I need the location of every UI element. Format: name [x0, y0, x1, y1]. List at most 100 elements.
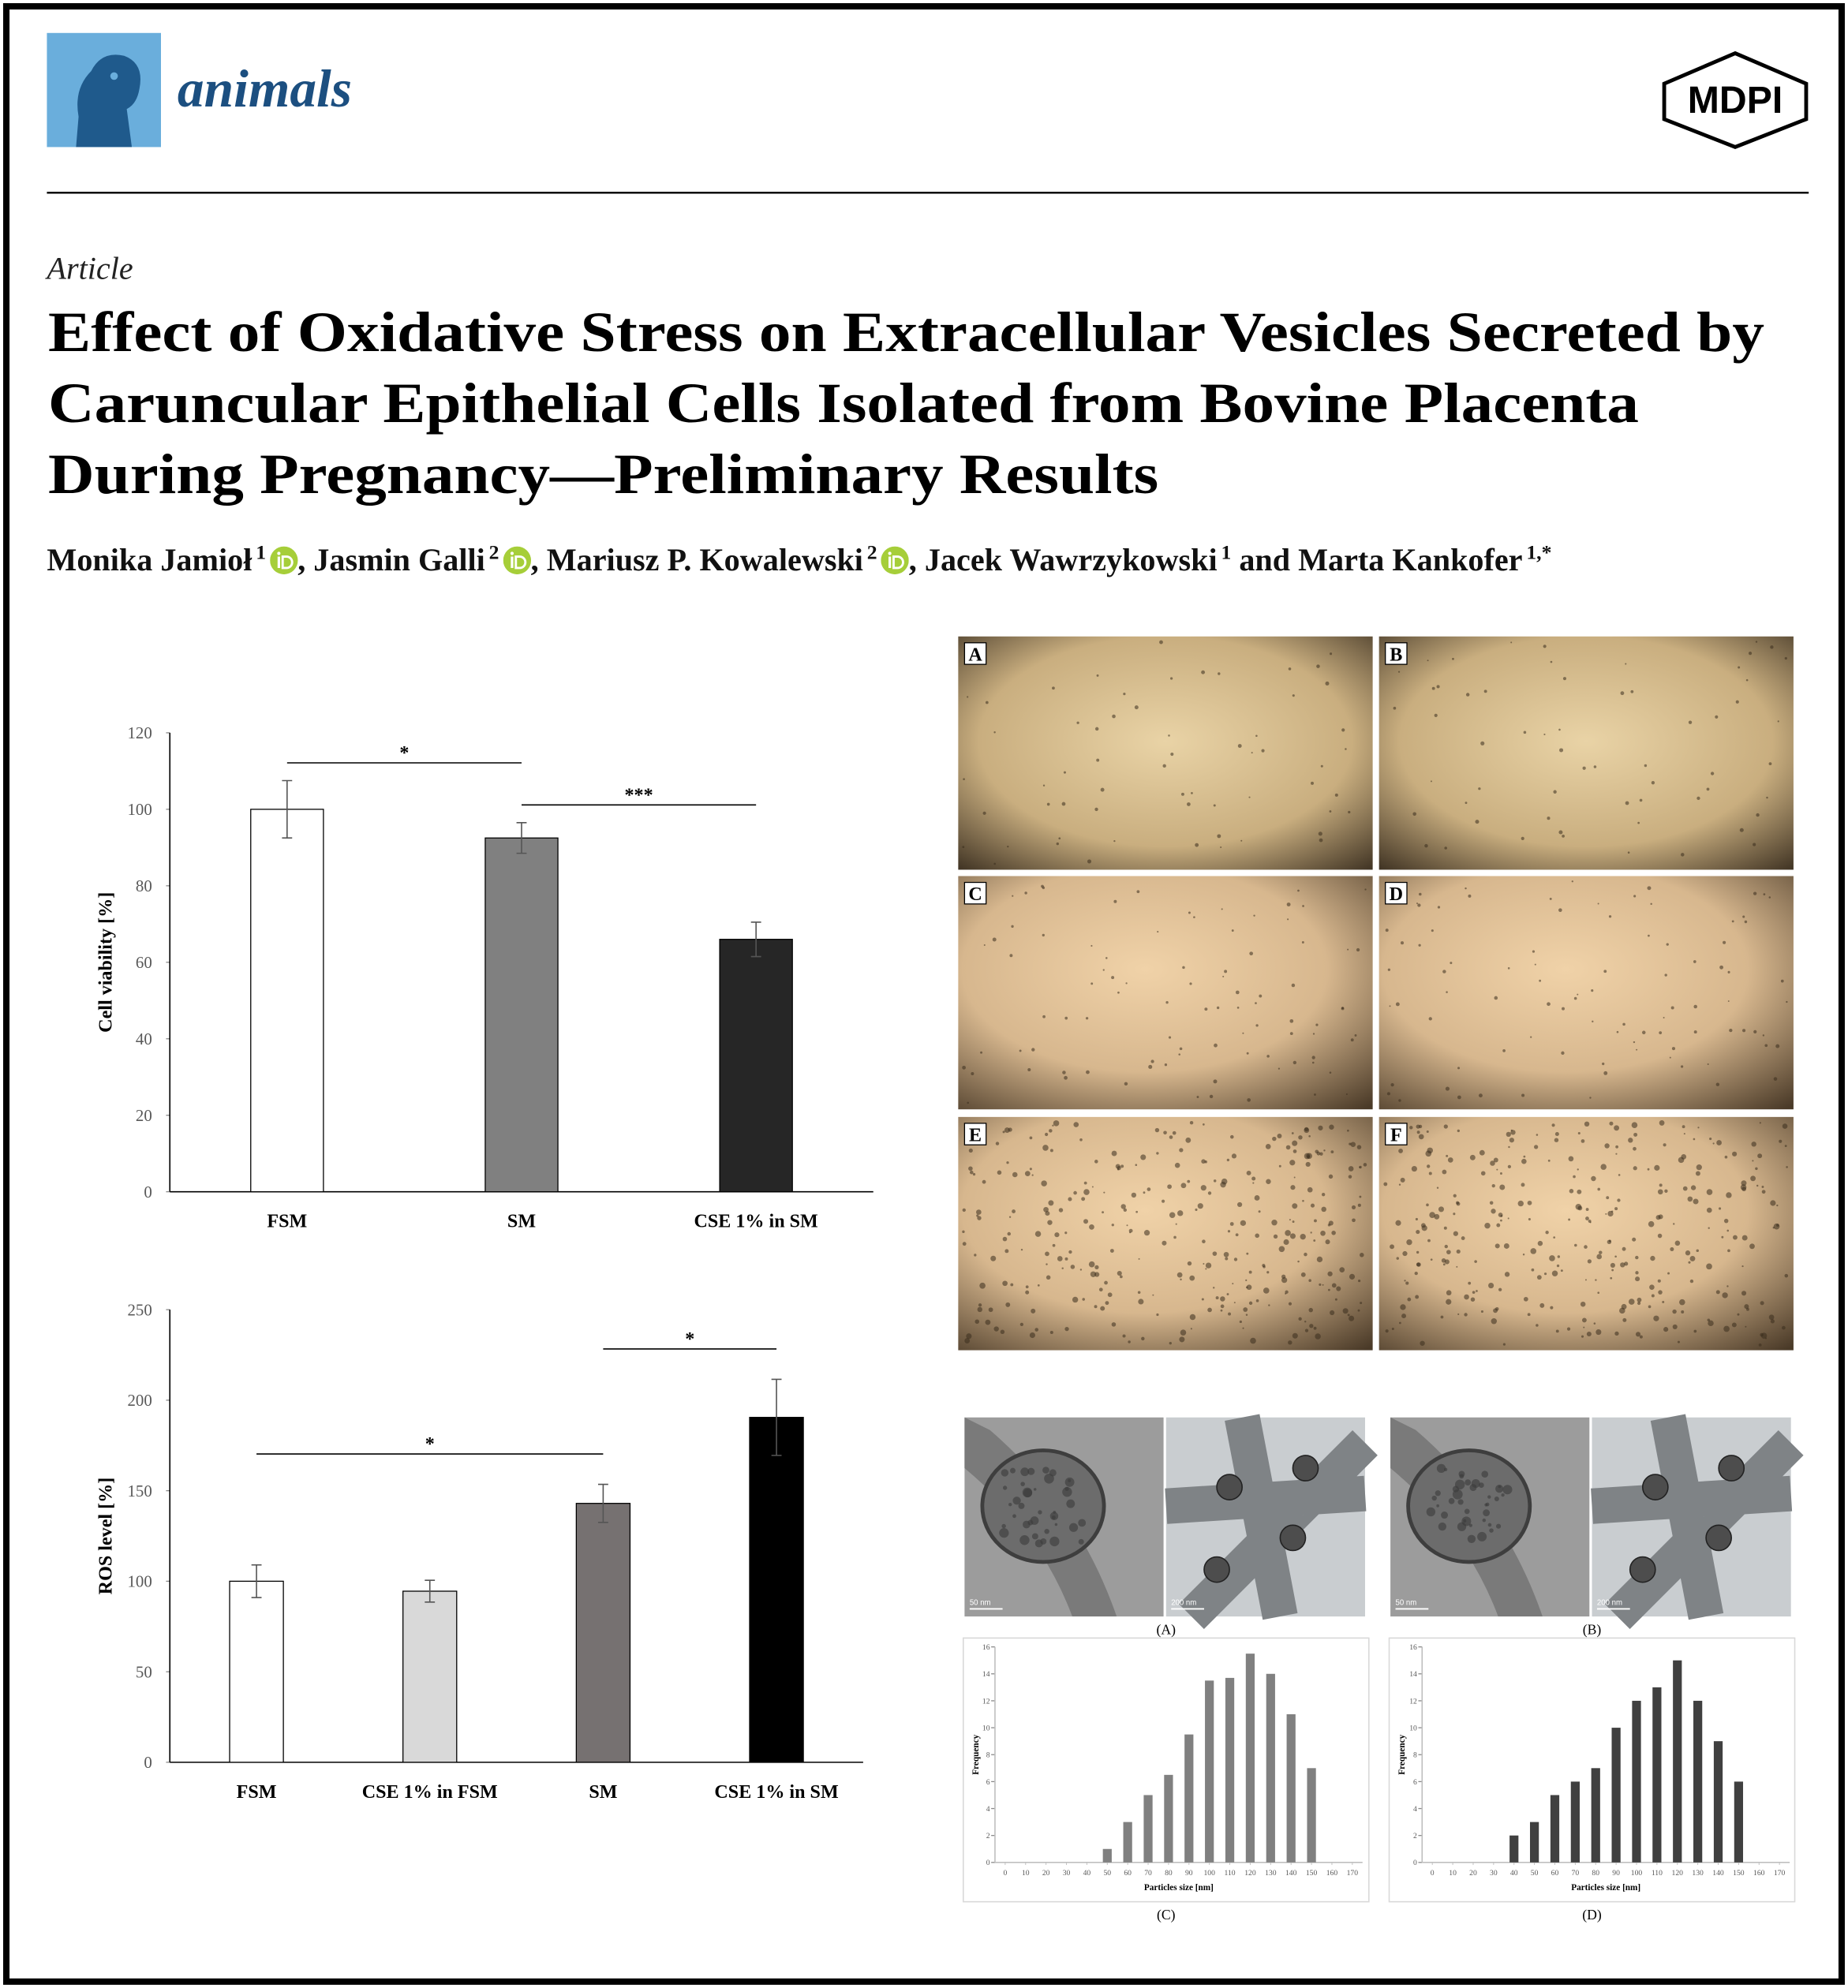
cell-speck	[1434, 1213, 1440, 1220]
x-tick-label: 100	[1631, 1869, 1643, 1878]
cell-speck	[1723, 1218, 1729, 1224]
cell-speck	[1595, 1329, 1602, 1336]
cell-speck	[1480, 1171, 1486, 1176]
cell-speck	[1635, 1332, 1641, 1337]
y-tick-label: 6	[986, 1778, 990, 1787]
cell-speck	[1622, 1317, 1627, 1322]
cell-speck	[1639, 798, 1643, 802]
cell-speck	[1651, 781, 1655, 785]
cell-speck	[1453, 1213, 1456, 1216]
cell-speck	[1633, 895, 1637, 898]
cell-speck	[1031, 1048, 1035, 1052]
cell-speck	[1064, 1075, 1068, 1080]
cell-speck	[1058, 1208, 1064, 1213]
cell-speck	[1559, 748, 1564, 753]
cell-speck	[1213, 1287, 1215, 1289]
cell-speck	[967, 696, 969, 698]
cell-speck	[1203, 1263, 1205, 1265]
cell-speck	[1291, 983, 1296, 988]
cell-speck	[1250, 1337, 1256, 1344]
panel-label-box	[963, 1123, 987, 1145]
tem-texture	[1078, 1519, 1087, 1527]
cell-speck	[1537, 1240, 1543, 1246]
cell-speck	[1536, 1275, 1542, 1280]
cell-speck	[1314, 1093, 1316, 1096]
bar	[1611, 1728, 1621, 1863]
cell-speck	[1456, 1249, 1461, 1254]
cell-speck	[1416, 1250, 1420, 1254]
cell-speck	[1416, 1124, 1420, 1129]
cell-speck	[966, 1333, 972, 1340]
cell-speck	[1318, 1125, 1323, 1130]
cell-speck	[1406, 1239, 1412, 1246]
x-tick-label: 110	[1652, 1869, 1663, 1878]
cell-speck	[1551, 1123, 1555, 1127]
cell-speck	[1695, 1171, 1700, 1176]
x-tick-label: 60	[1551, 1869, 1559, 1878]
bar	[1673, 1660, 1682, 1863]
cell-speck	[1278, 1246, 1285, 1253]
cell-speck	[1070, 1265, 1076, 1269]
tem-texture	[1019, 1535, 1030, 1545]
cell-speck	[1503, 1243, 1509, 1249]
cell-speck	[1554, 1138, 1559, 1142]
cell-speck	[1348, 810, 1351, 814]
cell-speck	[1496, 1223, 1501, 1228]
cell-speck	[1226, 1293, 1229, 1295]
cell-speck	[1024, 891, 1027, 895]
cell-speck	[1753, 843, 1756, 846]
cell-speck	[1094, 1265, 1099, 1270]
cell-speck	[1521, 836, 1524, 840]
cell-speck	[1138, 1257, 1140, 1260]
cell-speck	[1068, 1197, 1072, 1201]
cell-speck	[1653, 1315, 1659, 1321]
cell-speck	[1662, 1300, 1665, 1303]
cell-speck	[1682, 1125, 1685, 1129]
cell-speck	[1172, 1130, 1177, 1135]
cell-speck	[1202, 1239, 1206, 1244]
cell-speck	[1213, 804, 1216, 807]
cell-speck	[1549, 897, 1552, 900]
cell-speck	[1049, 1330, 1053, 1334]
cell-speck	[1608, 1239, 1611, 1242]
cell-speck	[1464, 1294, 1469, 1300]
cell-speck	[1635, 1271, 1639, 1275]
cell-speck	[1289, 1018, 1294, 1023]
cell-speck	[1444, 846, 1447, 850]
panel-label-box	[1385, 1123, 1408, 1145]
cell-speck	[1339, 1267, 1345, 1272]
cell-speck	[1347, 1129, 1349, 1132]
tem-vesicle	[1718, 1455, 1745, 1482]
cell-speck	[1625, 663, 1627, 665]
cell-speck	[1425, 1150, 1432, 1157]
cell-speck	[1292, 1203, 1298, 1209]
cell-speck	[1636, 1048, 1638, 1051]
cell-speck	[1201, 1298, 1204, 1301]
cell-speck	[977, 1216, 982, 1220]
cell-speck	[1551, 1270, 1558, 1276]
cell-speck	[1169, 1212, 1176, 1219]
cell-speck	[1123, 692, 1126, 696]
y-tick-label: 150	[127, 1482, 152, 1500]
cell-speck	[1156, 1152, 1159, 1155]
cell-speck	[1404, 1280, 1406, 1282]
cell-speck	[1356, 947, 1360, 952]
tem-texture	[1487, 1523, 1492, 1527]
cell-speck	[1123, 1208, 1128, 1213]
cell-speck	[1453, 1194, 1457, 1198]
cell-speck	[967, 1101, 970, 1104]
cell-speck	[1319, 1152, 1323, 1156]
cell-speck	[1177, 1210, 1184, 1216]
cell-speck	[1430, 1258, 1433, 1261]
cell-speck	[1558, 728, 1561, 731]
cell-speck	[1768, 762, 1772, 766]
tem-texture	[1452, 1489, 1463, 1500]
tem-vesicle	[980, 1448, 1106, 1564]
cell-speck	[1002, 1130, 1005, 1134]
cell-speck	[1052, 1243, 1056, 1247]
cell-speck	[1086, 1070, 1090, 1074]
cell-speck	[1427, 1239, 1431, 1242]
cell-speck	[1235, 990, 1240, 995]
cell-speck	[1031, 1308, 1036, 1314]
cell-speck	[1240, 1220, 1247, 1227]
